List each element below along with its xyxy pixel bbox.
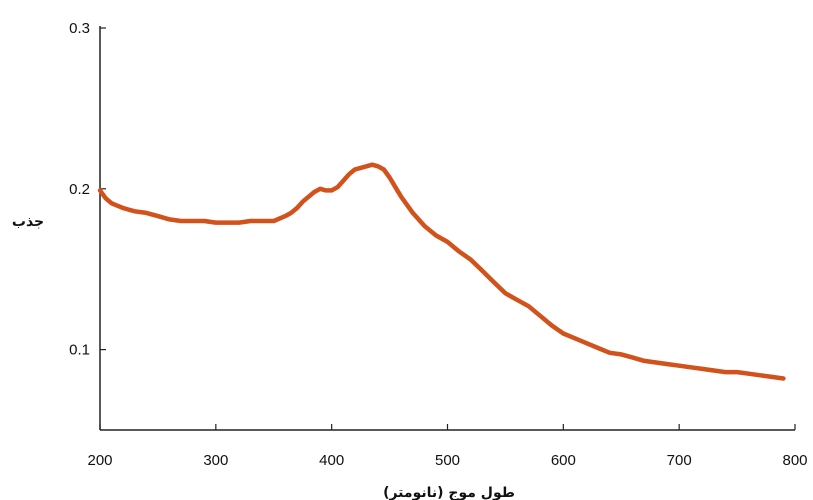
series-layer — [97, 162, 786, 381]
y-axis-title: جذب — [12, 214, 44, 230]
x-tick-label: 700 — [667, 452, 692, 469]
x-tick-label: 300 — [203, 452, 228, 469]
y-tick-label: 0.2 — [69, 181, 90, 198]
x-axis-title: طول موج (نانومتر) — [383, 485, 515, 500]
x-tick-label: 400 — [319, 452, 344, 469]
x-tick-label: 200 — [87, 452, 112, 469]
y-tick-label: 0.3 — [69, 20, 90, 37]
x-tick-label: 500 — [435, 452, 460, 469]
x-tick-label: 600 — [551, 452, 576, 469]
plot-area: 200 300 400 500 600 700 800 0.1 0.2 0.3 — [69, 20, 807, 469]
absorbance-series-line — [97, 162, 786, 381]
y-axis-ticks: 0.1 0.2 0.3 — [69, 20, 106, 359]
y-tick-label: 0.1 — [69, 342, 90, 359]
x-tick-label: 800 — [782, 452, 807, 469]
x-axis-ticks: 200 300 400 500 600 700 800 — [87, 424, 808, 469]
